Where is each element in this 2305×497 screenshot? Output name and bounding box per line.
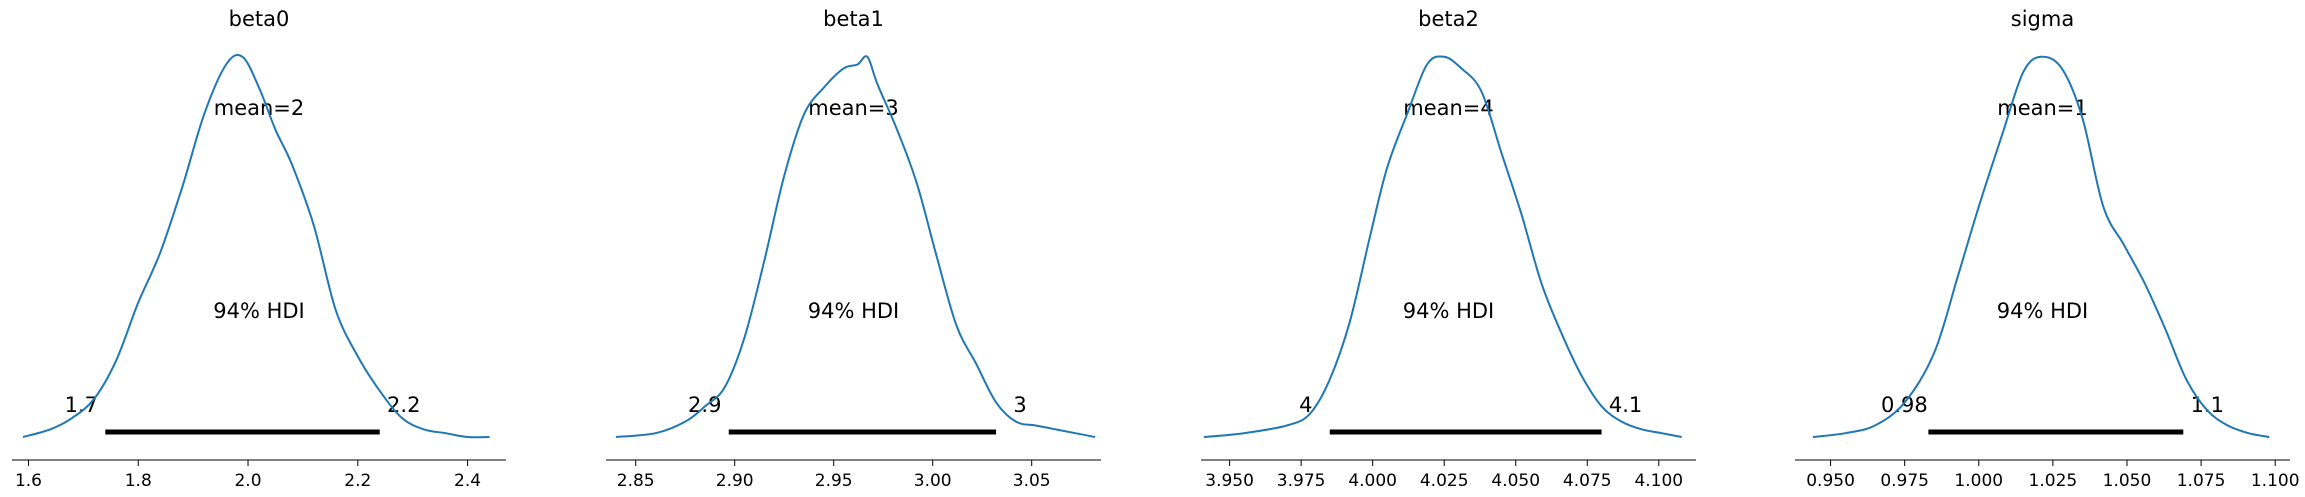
panel-title: sigma xyxy=(2011,7,2074,31)
hdi-high-label: 3 xyxy=(1013,393,1026,417)
x-axis-ticks: 0.950 0.975 1.000 1.025 1.050 1.075 1.100 xyxy=(1806,460,2300,491)
x-tick-label: 3.950 xyxy=(1205,471,1254,491)
panel-beta0: beta0 mean=2 94% HDI 1.7 2.2 1.6 1.8 2.0 2.… xyxy=(12,7,506,491)
x-axis-ticks: 2.85 2.90 2.95 3.00 3.05 xyxy=(617,460,1051,491)
mean-label: mean=2 xyxy=(214,96,305,120)
mean-label: mean=4 xyxy=(1403,96,1494,120)
x-tick-label: 4.075 xyxy=(1563,471,1612,491)
hdi-high-label: 4.1 xyxy=(1609,393,1642,417)
x-tick-label: 2.4 xyxy=(454,471,481,491)
density-curve xyxy=(1203,55,1682,438)
hdi-low-label: 0.98 xyxy=(1881,393,1928,417)
x-tick-label: 0.975 xyxy=(1880,471,1929,491)
x-axis-ticks: 1.6 1.8 2.0 2.2 2.4 xyxy=(15,460,481,491)
density-curve xyxy=(615,55,1096,438)
x-tick-label: 3.975 xyxy=(1277,471,1326,491)
hdi-label: 94% HDI xyxy=(1997,299,2089,323)
x-tick-label: 1.100 xyxy=(2251,471,2300,491)
panel-title: beta2 xyxy=(1418,7,1479,31)
panel-beta2: beta2 mean=4 94% HDI 4 4.1 3.950 3.975 4.0… xyxy=(1201,7,1696,491)
x-tick-label: 1.025 xyxy=(2029,471,2078,491)
hdi-label: 94% HDI xyxy=(213,299,305,323)
x-tick-label: 1.050 xyxy=(2103,471,2152,491)
x-tick-label: 2.85 xyxy=(617,471,655,491)
x-tick-label: 2.95 xyxy=(815,471,853,491)
density-curve xyxy=(22,54,490,439)
x-tick-label: 4.050 xyxy=(1491,471,1540,491)
x-axis-ticks: 3.950 3.975 4.000 4.025 4.050 4.075 4.100 xyxy=(1205,460,1683,491)
x-tick-label: 3.00 xyxy=(914,471,952,491)
x-tick-label: 2.2 xyxy=(344,471,371,491)
panel-title: beta1 xyxy=(823,7,884,31)
x-tick-label: 1.000 xyxy=(1954,471,2003,491)
hdi-label: 94% HDI xyxy=(1403,299,1495,323)
x-tick-label: 1.6 xyxy=(15,471,42,491)
hdi-label: 94% HDI xyxy=(808,299,900,323)
x-tick-label: 2.0 xyxy=(234,471,261,491)
x-tick-label: 1.8 xyxy=(125,471,152,491)
x-tick-label: 4.025 xyxy=(1420,471,1469,491)
density-curve xyxy=(1812,55,2270,438)
panel-beta1: beta1 mean=3 94% HDI 2.9 3 2.85 2.90 2.95 3… xyxy=(606,7,1101,491)
hdi-low-label: 1.7 xyxy=(65,393,98,417)
hdi-high-label: 2.2 xyxy=(387,393,420,417)
x-tick-label: 0.950 xyxy=(1806,471,1855,491)
x-tick-label: 2.90 xyxy=(716,471,754,491)
panel-title: beta0 xyxy=(229,7,290,31)
x-tick-label: 4.100 xyxy=(1634,471,1683,491)
x-tick-label: 4.000 xyxy=(1348,471,1397,491)
x-tick-label: 1.075 xyxy=(2177,471,2226,491)
panel-sigma: sigma mean=1 94% HDI 0.98 1.1 0.950 0.975… xyxy=(1795,7,2300,491)
hdi-low-label: 4 xyxy=(1299,393,1312,417)
x-tick-label: 3.05 xyxy=(1013,471,1051,491)
